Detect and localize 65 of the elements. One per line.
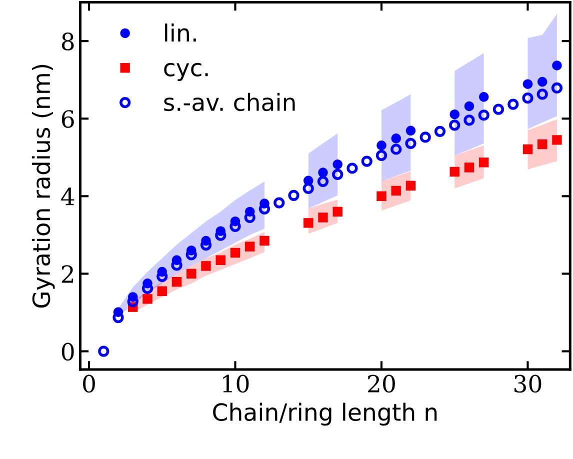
point (230, 248, 240, 258)
point (464, 162, 474, 172)
point (478, 110, 490, 121)
point (332, 168, 344, 180)
point (201, 261, 211, 271)
point (172, 277, 182, 287)
point (478, 92, 489, 102)
point (522, 92, 534, 104)
point (216, 255, 226, 266)
point (464, 114, 475, 126)
point (376, 191, 386, 202)
point (492, 104, 504, 115)
y-tick-label: 4 (61, 188, 74, 206)
point (390, 144, 402, 155)
x-tick-label: 0 (83, 374, 95, 393)
point (332, 206, 342, 217)
point (464, 101, 474, 112)
point (157, 286, 167, 296)
point (98, 346, 110, 357)
point (405, 138, 416, 149)
point (376, 140, 386, 150)
point (346, 162, 358, 174)
y-tick-label: 8 (62, 32, 74, 50)
point (302, 182, 314, 194)
x-tick-label: 20 (368, 374, 395, 393)
point (260, 236, 270, 246)
point (450, 109, 460, 120)
legend-label: cyc. (164, 62, 208, 82)
point (332, 160, 342, 170)
point (552, 60, 562, 70)
legend-label: lin. (165, 24, 196, 42)
point (551, 82, 563, 94)
point (478, 158, 489, 168)
point (537, 76, 548, 87)
x-tick-label: 10 (223, 374, 249, 393)
point (434, 126, 446, 137)
point (508, 98, 519, 110)
point (142, 294, 152, 304)
point (318, 168, 328, 178)
point (274, 197, 285, 208)
x-tick-label: 30 (514, 374, 542, 393)
point (288, 190, 300, 201)
point (406, 180, 416, 191)
point (317, 176, 329, 187)
y-tick-label: 2 (62, 265, 74, 283)
point (420, 132, 431, 143)
point (245, 242, 255, 252)
point (537, 139, 548, 150)
point (406, 126, 416, 136)
point (522, 79, 533, 89)
point (391, 134, 401, 144)
point (552, 135, 562, 145)
point (536, 88, 548, 100)
y-tick-label: 6 (62, 110, 74, 128)
point (376, 150, 388, 162)
point (304, 218, 314, 228)
point (361, 156, 372, 167)
y-tick-label: 0 (62, 342, 74, 361)
x-axis-title: Chain/ring length n (213, 402, 437, 426)
point (450, 166, 460, 177)
legend-label: s.-av. chain (164, 92, 295, 112)
point (449, 120, 460, 131)
point (186, 268, 196, 279)
point (522, 144, 533, 154)
y-axis-title: Gyration radius (nm) (32, 64, 55, 308)
